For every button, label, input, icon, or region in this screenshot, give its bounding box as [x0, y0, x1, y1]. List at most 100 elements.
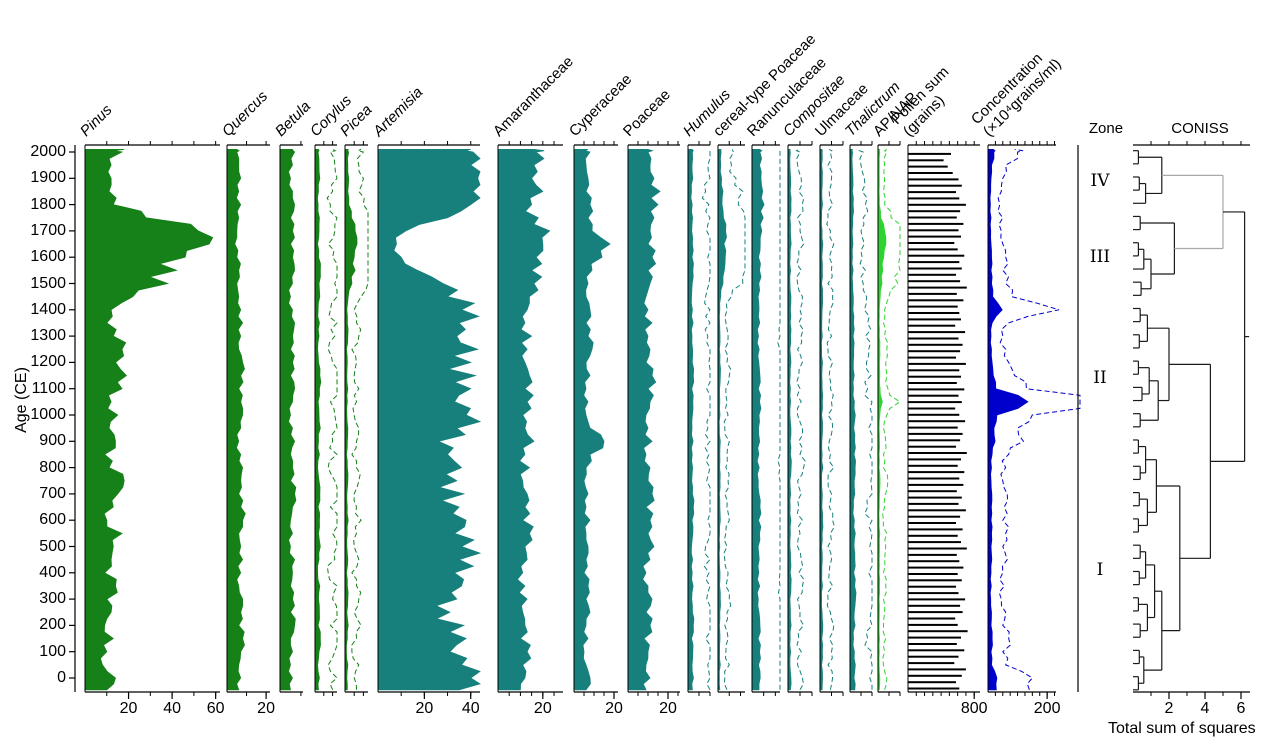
pollen-sum-bar [908, 585, 956, 588]
series-fill-ulmaceae [819, 149, 824, 691]
series-fill-thalictrum [849, 149, 857, 691]
pollen-sum-bar [908, 471, 965, 474]
series-exaggeration-apnap [882, 148, 901, 690]
pollen-sum-bar [908, 458, 961, 461]
pollen-sum-bar [908, 184, 962, 187]
pollen-sum-bar [908, 662, 955, 665]
pollen-sum-bar [908, 324, 956, 327]
pollen-sum-bar [908, 356, 956, 359]
pollen-sum-bar [908, 229, 959, 232]
pollen-sum-bar [908, 515, 961, 518]
pollen-sum-bar [908, 388, 965, 391]
pollen-sum-bar [908, 445, 956, 448]
pollen-sum-bar [908, 681, 956, 684]
series-fill-concentration [987, 149, 1029, 691]
pollen-sum-bar [908, 248, 958, 251]
pollen-sum-bar [908, 668, 966, 671]
pollen-sum-bar [908, 401, 962, 404]
pollen-sum-bar [908, 439, 961, 442]
pollen-sum-bar [908, 490, 957, 493]
pollen-sum-bar [908, 350, 961, 353]
pollen-sum-bar [908, 172, 953, 174]
pollen-sum-bar [908, 235, 961, 238]
pollen-sum-bar [908, 560, 960, 563]
pollen-sum-bar [908, 643, 957, 645]
series-exaggeration-cereal [723, 149, 746, 691]
series-exaggeration-compositae [795, 148, 806, 691]
pollen-sum-bar [908, 598, 966, 601]
pollen-sum-bar [908, 331, 966, 334]
pollen-sum-bar [908, 343, 963, 346]
pollen-sum-bar [908, 369, 960, 372]
series-exaggeration-humulus [701, 149, 711, 691]
pollen-sum-bar [908, 547, 967, 550]
pollen-sum-bar [908, 502, 959, 505]
pollen-sum-bar [908, 273, 956, 276]
series-fill-cyperaceae [573, 149, 611, 691]
pollen-sum-bar [908, 210, 961, 213]
series-fill-betula [279, 149, 297, 691]
pollen-sum-bar [908, 509, 966, 512]
pollen-sum-bar [908, 579, 962, 582]
series-exaggeration-picea [351, 148, 369, 690]
pollen-sum-bar [908, 267, 962, 270]
series-fill-apnap [877, 149, 887, 691]
pollen-sum-bar [908, 178, 959, 181]
pollen-sum-bar [908, 483, 964, 486]
pollen-sum-bar [908, 375, 961, 378]
pollen-sum-bar [908, 611, 963, 614]
pollen-sum-bar [908, 617, 956, 620]
pollen-sum-bar [908, 452, 967, 454]
pollen-sum-bar [908, 477, 960, 480]
pollen-sum-bar [908, 528, 963, 531]
series-fill-ranunculaceae [751, 149, 765, 691]
pollen-sum-bar [908, 312, 960, 314]
series-fill-humulus [687, 149, 695, 691]
pollen-sum-bar [908, 203, 966, 206]
series-fill-quercus [226, 149, 246, 691]
series-fill-amaranthaceae [497, 149, 551, 691]
series-exaggeration-thalictrum [858, 148, 873, 690]
pollen-sum-bar [908, 426, 958, 429]
pollen-sum-bar [908, 674, 962, 677]
series-exaggeration-corylus [326, 148, 338, 690]
pollen-sum-bar [908, 280, 961, 283]
pollen-sum-bar [908, 159, 944, 162]
pollen-sum-bar [908, 464, 958, 467]
pollen-sum-bar [908, 432, 963, 435]
pollen-sum-bar [908, 165, 948, 168]
pollen-sum-bar [908, 242, 955, 244]
pollen-sum-bar [908, 191, 956, 194]
pollen-sum-bar [908, 152, 951, 155]
pollen-sum-bar [908, 573, 958, 575]
pollen-sum-bar [908, 292, 957, 295]
series-fill-picea [344, 149, 358, 691]
pollen-sum-bar [908, 286, 967, 289]
pollen-sum-bar [908, 687, 960, 690]
pollen-sum-bar [908, 420, 966, 423]
pollen-sum-bar [908, 630, 968, 633]
pollen-sum-bar [908, 394, 959, 397]
series-fill-poaceae [627, 149, 661, 691]
pollen-sum-bar [908, 222, 964, 225]
pollen-sum-bar [908, 553, 957, 556]
pollen-sum-bar [908, 362, 966, 365]
pollen-sum-bar [908, 299, 964, 302]
pollen-sum-bar [908, 592, 959, 595]
pollen-sum-bar [908, 496, 962, 499]
pollen-sum-bar [908, 197, 960, 200]
pollen-sum-bar [908, 413, 960, 416]
pollen-sum-bar [908, 623, 958, 626]
series-fill-pinus [84, 149, 214, 691]
pollen-sum-bar [908, 261, 960, 264]
series-fill-artemisia [377, 149, 482, 691]
pollen-sum-bar [908, 254, 965, 257]
series-fill-compositae [787, 149, 792, 691]
series-fill-corylus [314, 149, 322, 691]
pollen-sum-bar [908, 534, 958, 537]
pollen-sum-bar [908, 407, 956, 410]
pollen-sum-bar [908, 216, 957, 219]
pollen-sum-bar [908, 636, 961, 639]
